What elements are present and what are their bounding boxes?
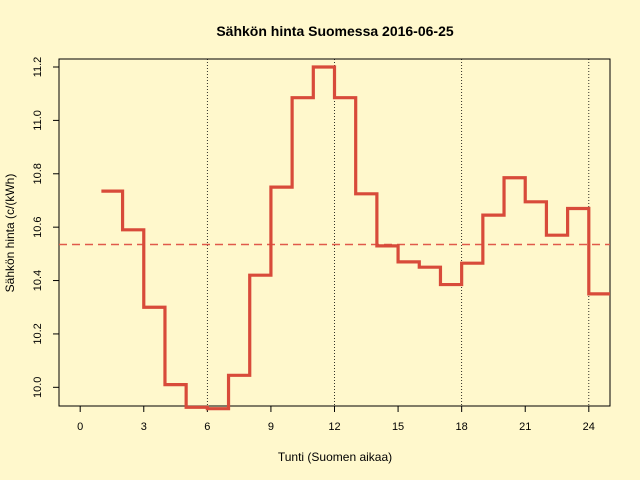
x-tick-label: 24 bbox=[583, 421, 595, 433]
x-tick-label: 0 bbox=[77, 421, 83, 433]
x-tick-label: 3 bbox=[141, 421, 147, 433]
y-tick-label: 10.6 bbox=[32, 216, 44, 237]
price-series-line bbox=[101, 65, 610, 411]
x-axis-label: Tunti (Suomen aikaa) bbox=[278, 450, 392, 464]
y-tick-label: 11.2 bbox=[32, 57, 44, 78]
x-tick-label: 21 bbox=[519, 421, 531, 433]
plot-area: 0 3 6 9 12 15 18 21 24 10.0 10.2 10.4 10.6 10.8 11.0 11… bbox=[32, 57, 611, 433]
y-axis-label: Sähkön hinta (c/(kWh) bbox=[3, 174, 17, 293]
x-tick-label: 12 bbox=[328, 421, 340, 433]
y-tick-label: 11.0 bbox=[32, 110, 44, 131]
x-tick-label: 15 bbox=[392, 421, 404, 433]
y-tick-label: 10.8 bbox=[32, 163, 44, 184]
x-tick-label: 6 bbox=[204, 421, 210, 433]
y-tick-label: 10.0 bbox=[32, 377, 44, 398]
chart-title: Sähkön hinta Suomessa 2016-06-25 bbox=[216, 23, 454, 39]
y-tick-label: 10.4 bbox=[32, 270, 44, 291]
y-tick-label: 10.2 bbox=[32, 323, 44, 344]
x-tick-label: 9 bbox=[268, 421, 274, 433]
x-tick-label: 18 bbox=[456, 421, 468, 433]
